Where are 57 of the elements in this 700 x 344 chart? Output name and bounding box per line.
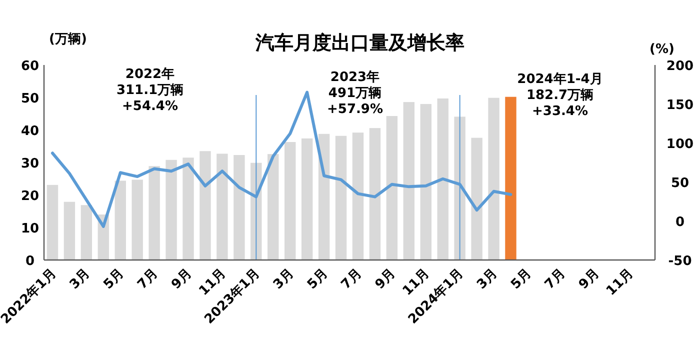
y2-axis-title: (%)	[650, 42, 674, 57]
y2-tick-label: 50	[670, 176, 690, 191]
y-tick-label: 30	[20, 156, 40, 172]
bar	[166, 160, 177, 260]
bar	[420, 104, 432, 260]
bar	[182, 158, 194, 260]
y2-tick-label: 0	[675, 215, 685, 230]
bar	[403, 102, 415, 260]
y2-tick-label: 150	[666, 98, 694, 113]
bar	[318, 134, 330, 260]
y-tick-label: 50	[20, 92, 40, 106]
bar	[386, 116, 398, 260]
bar	[46, 184, 58, 260]
x-tick-label: 3月	[474, 266, 501, 292]
bar	[132, 180, 143, 260]
bar	[216, 154, 228, 260]
bar	[301, 138, 313, 260]
y2-tick-label: 200	[666, 59, 694, 74]
bar	[369, 128, 381, 260]
bar	[80, 205, 92, 260]
y2-tick-label: 100	[666, 137, 694, 152]
bar	[488, 98, 500, 260]
x-tick-label: 7月	[134, 266, 162, 292]
x-tick-label: 5月	[101, 266, 128, 292]
y-tick-label: 10	[20, 222, 40, 236]
y-axis-title: (万辆)	[49, 32, 87, 47]
bar	[200, 151, 211, 260]
x-tick-label: 9月	[168, 266, 196, 292]
y-tick-label: 20	[20, 189, 40, 204]
bar	[505, 96, 516, 260]
x-tick-label: 7月	[542, 266, 568, 292]
bar	[284, 142, 296, 260]
bar	[234, 155, 245, 260]
x-tick-label: 3月	[270, 266, 297, 292]
annotation: 2024年1-4月 182.7万辆 +33.4%	[517, 72, 603, 119]
annotation: 2022年 311.1万辆 +54.4%	[116, 67, 184, 114]
chart-title: 汽车月度出口量及增长率	[254, 32, 464, 54]
annotation: 2023年 491万辆 +57.9%	[327, 70, 383, 117]
x-tick-label: 9月	[576, 266, 602, 292]
x-tick-label: 9月	[372, 266, 399, 292]
x-tick-label: 7月	[338, 266, 365, 292]
bar	[64, 202, 76, 260]
y-tick-label: 0	[25, 254, 35, 269]
bar	[335, 136, 347, 260]
y2-tick-label: -50	[668, 254, 692, 269]
y-tick-label: 60	[20, 59, 40, 74]
bar	[437, 98, 448, 260]
x-tick-label: 5月	[304, 266, 331, 292]
x-tick-label: 11月	[604, 266, 636, 299]
x-tick-label: 5月	[508, 266, 535, 292]
bar	[114, 180, 126, 260]
bar	[471, 138, 482, 260]
y-tick-label: 40	[20, 124, 40, 139]
x-tick-label: 3月	[67, 266, 94, 292]
bar	[148, 166, 160, 260]
bar	[268, 154, 279, 260]
bar	[352, 132, 364, 260]
